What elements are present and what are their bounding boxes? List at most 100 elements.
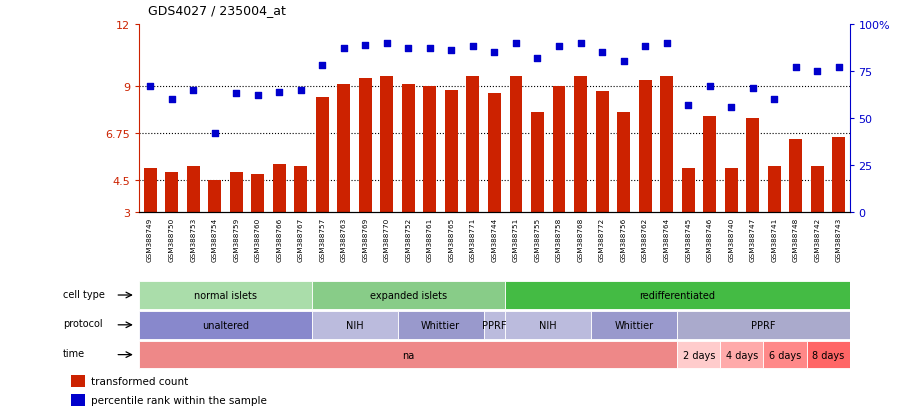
Bar: [71, 375, 85, 387]
Bar: [505, 311, 592, 339]
Text: unaltered: unaltered: [202, 320, 249, 330]
Text: NIH: NIH: [539, 320, 557, 330]
Bar: [806, 341, 850, 368]
Bar: [294, 166, 307, 212]
Point: [294, 87, 308, 94]
Bar: [768, 166, 780, 212]
Point: [638, 44, 653, 50]
Bar: [139, 282, 312, 309]
Bar: [488, 93, 501, 212]
Bar: [445, 90, 458, 212]
Text: expanded islets: expanded islets: [369, 290, 447, 300]
Bar: [789, 139, 802, 212]
Point: [315, 63, 329, 69]
Bar: [510, 77, 522, 212]
Point: [423, 46, 437, 52]
Text: percentile rank within the sample: percentile rank within the sample: [92, 395, 267, 405]
Point: [444, 48, 458, 55]
Point: [509, 40, 523, 47]
Bar: [209, 181, 221, 212]
Text: normal islets: normal islets: [194, 290, 257, 300]
Text: transformed count: transformed count: [92, 376, 189, 386]
Bar: [531, 112, 544, 212]
Point: [272, 89, 287, 95]
Bar: [660, 77, 673, 212]
Point: [186, 87, 200, 94]
Bar: [165, 173, 178, 212]
Bar: [505, 282, 850, 309]
Text: 8 days: 8 days: [812, 350, 844, 360]
Bar: [677, 341, 720, 368]
Point: [617, 59, 631, 66]
Bar: [596, 91, 609, 212]
Point: [229, 91, 244, 97]
Point: [702, 83, 717, 90]
Bar: [230, 173, 243, 212]
Bar: [423, 87, 436, 212]
Point: [574, 40, 588, 47]
Bar: [832, 137, 845, 212]
Text: PPRF: PPRF: [482, 320, 507, 330]
Point: [165, 97, 179, 103]
Bar: [681, 169, 695, 212]
Text: GDS4027 / 235004_at: GDS4027 / 235004_at: [148, 4, 286, 17]
Bar: [139, 341, 677, 368]
Bar: [811, 166, 823, 212]
Text: na: na: [402, 350, 414, 360]
Point: [208, 130, 222, 137]
Point: [681, 102, 695, 109]
Text: 4 days: 4 days: [725, 350, 758, 360]
Point: [401, 46, 415, 52]
Bar: [484, 311, 505, 339]
Point: [767, 97, 781, 103]
Bar: [574, 77, 587, 212]
Point: [487, 50, 502, 56]
Point: [788, 64, 803, 71]
Point: [810, 69, 824, 75]
Bar: [553, 87, 565, 212]
Bar: [592, 311, 677, 339]
Bar: [703, 116, 717, 212]
Bar: [187, 166, 200, 212]
Bar: [380, 77, 393, 212]
Point: [660, 40, 674, 47]
Point: [466, 44, 480, 50]
Point: [832, 64, 846, 71]
Text: protocol: protocol: [63, 318, 102, 328]
Text: time: time: [63, 348, 85, 358]
Bar: [397, 311, 484, 339]
Bar: [272, 164, 286, 212]
Text: cell type: cell type: [63, 289, 105, 299]
Bar: [638, 81, 652, 212]
Bar: [725, 169, 738, 212]
Text: NIH: NIH: [346, 320, 363, 330]
Point: [379, 40, 394, 47]
Text: Whittier: Whittier: [421, 320, 460, 330]
Point: [530, 55, 545, 62]
Point: [336, 46, 351, 52]
Text: redifferentiated: redifferentiated: [639, 290, 716, 300]
Bar: [677, 311, 850, 339]
Text: 2 days: 2 days: [682, 350, 715, 360]
Bar: [71, 394, 85, 406]
Bar: [746, 119, 759, 212]
Bar: [359, 79, 372, 212]
Point: [251, 93, 265, 100]
Bar: [337, 85, 351, 212]
Bar: [763, 341, 806, 368]
Bar: [467, 77, 479, 212]
Bar: [312, 311, 397, 339]
Bar: [402, 85, 414, 212]
Bar: [617, 112, 630, 212]
Point: [595, 50, 610, 56]
Text: Whittier: Whittier: [615, 320, 654, 330]
Bar: [251, 175, 264, 212]
Point: [552, 44, 566, 50]
Point: [143, 83, 157, 90]
Bar: [139, 311, 312, 339]
Bar: [316, 98, 329, 212]
Bar: [144, 169, 156, 212]
Bar: [720, 341, 763, 368]
Text: 6 days: 6 days: [769, 350, 801, 360]
Point: [358, 42, 372, 49]
